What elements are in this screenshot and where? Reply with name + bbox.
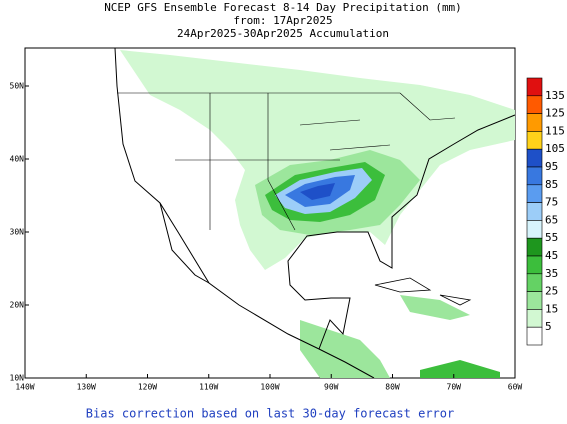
colorbar-label: 55 xyxy=(545,231,558,244)
colorbar-label: 115 xyxy=(545,124,565,137)
lat-label: 40N xyxy=(10,155,25,164)
colorbar-label: 45 xyxy=(545,249,558,262)
colorbar-label: 65 xyxy=(545,213,558,226)
lat-label: 30N xyxy=(10,228,25,237)
map xyxy=(24,47,516,379)
colorbar-box xyxy=(526,131,543,150)
lat-label: 10N xyxy=(10,374,25,383)
lon-label: 90W xyxy=(324,383,339,392)
colorbar-box xyxy=(526,95,543,114)
coastline xyxy=(287,114,516,350)
colorbar-label: 105 xyxy=(545,142,565,155)
colorbar-box xyxy=(526,166,543,186)
lat-label: 20N xyxy=(10,301,25,310)
colorbar-box xyxy=(526,202,543,221)
subtitle: 24Apr2025-30Apr2025 Accumulation xyxy=(177,27,389,40)
island xyxy=(374,277,472,306)
precip-area xyxy=(300,320,390,378)
colorbar-box xyxy=(526,148,543,168)
colorbar-box xyxy=(526,255,543,275)
coastline xyxy=(114,47,375,379)
lon-label: 130W xyxy=(77,383,96,392)
lat-label: 50N xyxy=(10,82,25,91)
colorbar-box xyxy=(526,237,543,257)
lon-label: 80W xyxy=(385,383,400,392)
border xyxy=(117,92,456,231)
colorbar-box xyxy=(526,291,543,310)
colorbar-box xyxy=(526,326,543,346)
lon-label: 140W xyxy=(15,383,34,392)
colorbar-box xyxy=(526,220,543,239)
colorbar-box xyxy=(526,184,543,203)
colorbar-label: 85 xyxy=(545,178,558,191)
subtitle: from: 17Apr2025 xyxy=(233,14,332,27)
axes: 140W 130W 120W 110W 100W 90W 80W 70W 60W 50N 40N 30… xyxy=(10,82,523,392)
colorbar-label: 5 xyxy=(545,320,552,333)
coastline xyxy=(159,202,210,284)
colorbar-label: 95 xyxy=(545,160,558,173)
precip-area xyxy=(400,295,470,320)
colorbar-box xyxy=(526,77,543,97)
colorbar-label: 15 xyxy=(545,302,558,315)
precip-area xyxy=(300,183,335,200)
lon-label: 70W xyxy=(447,383,462,392)
colorbar-label: 35 xyxy=(545,267,558,280)
colorbar-box xyxy=(526,309,543,328)
title: NCEP GFS Ensemble Forecast 8-14 Day Prec… xyxy=(104,1,462,14)
lon-label: 60W xyxy=(508,383,523,392)
colorbar-label: 125 xyxy=(545,107,565,120)
colorbar-box xyxy=(526,113,543,132)
lon-label: 120W xyxy=(138,383,157,392)
colorbar-label: 135 xyxy=(545,89,565,102)
colorbar: 135 125 115 105 95 85 75 65 55 45 35 25 15 5 xyxy=(526,77,565,346)
lon-label: 110W xyxy=(199,383,218,392)
precip-area xyxy=(420,360,500,378)
lon-label: 100W xyxy=(260,383,279,392)
colorbar-label: 75 xyxy=(545,196,558,209)
colorbar-box xyxy=(526,273,543,292)
colorbar-label: 25 xyxy=(545,285,558,298)
footer: Bias correction based on last 30-day for… xyxy=(86,407,454,421)
